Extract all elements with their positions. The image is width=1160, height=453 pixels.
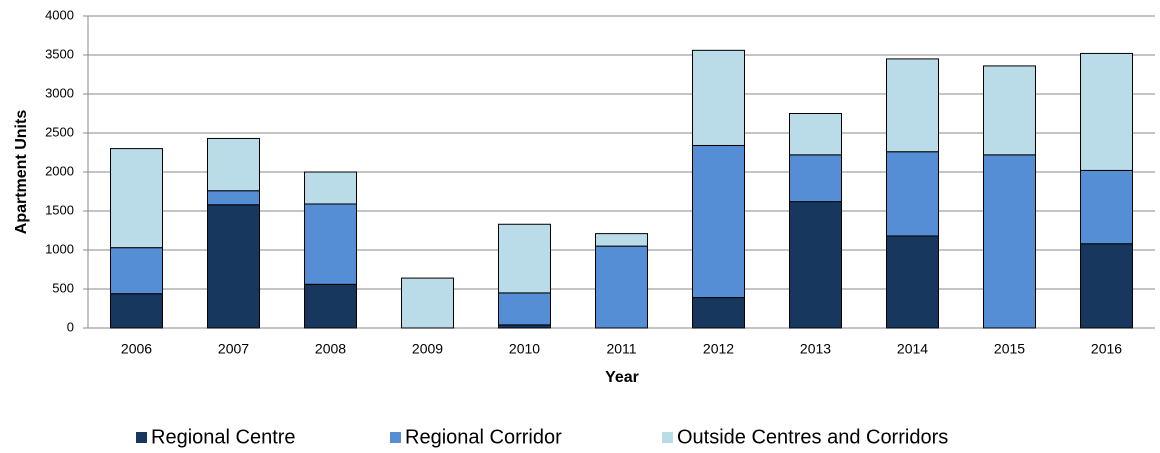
- bar-segment: [789, 154, 842, 203]
- bar-segment: [692, 49, 745, 146]
- bar-segment: [110, 247, 163, 295]
- x-tick-label: 2015: [994, 341, 1025, 357]
- bar-segment: [692, 144, 745, 299]
- bar-segment: [595, 233, 648, 247]
- y-tick-label: 4000: [45, 7, 74, 22]
- x-tick-label: 2010: [509, 341, 540, 357]
- legend-swatch: [662, 432, 673, 443]
- legend-label: Regional Corridor: [405, 426, 562, 448]
- y-tick-label: 2500: [45, 124, 74, 139]
- y-tick-label: 500: [52, 280, 74, 295]
- x-tick-label: 2011: [606, 341, 636, 357]
- bar-segment: [304, 283, 357, 329]
- bar-segment: [304, 171, 357, 205]
- bar-segment: [207, 137, 260, 192]
- bar-segment: [401, 277, 454, 329]
- bar-segment: [207, 190, 260, 206]
- bar-segment: [886, 151, 939, 237]
- x-tick-label: 2014: [897, 341, 928, 357]
- legend-label: Regional Centre: [151, 426, 296, 448]
- y-tick-label: 0: [67, 319, 74, 334]
- bar-segment: [110, 148, 163, 249]
- x-tick-label: 2016: [1091, 341, 1122, 357]
- bar-segment: [886, 235, 939, 329]
- bar-segment: [110, 293, 163, 329]
- bar-segment: [304, 203, 357, 285]
- x-tick-label: 2012: [703, 341, 734, 357]
- y-tick-label: 2000: [45, 163, 74, 178]
- bar-segment: [1080, 169, 1133, 245]
- bar-segment: [886, 58, 939, 153]
- bar-segment: [498, 292, 551, 326]
- y-tick-label: 1000: [45, 241, 74, 256]
- bar-segment: [207, 204, 260, 329]
- bar-segment: [983, 65, 1036, 156]
- y-tick-label: 3500: [45, 46, 74, 61]
- x-tick-label: 2008: [315, 341, 346, 357]
- legend-label: Outside Centres and Corridors: [677, 426, 948, 448]
- bar-segment: [595, 245, 648, 329]
- bar-segment: [692, 297, 745, 329]
- y-tick-label: 1500: [45, 202, 74, 217]
- y-tick-label: 3000: [45, 85, 74, 100]
- bar-segment: [983, 154, 1036, 329]
- bar-segment: [498, 223, 551, 294]
- y-axis-label: Apartment Units: [13, 110, 30, 235]
- legend-swatch: [136, 432, 147, 443]
- x-tick-label: 2013: [800, 341, 831, 357]
- x-tick-label: 2006: [121, 341, 152, 357]
- bar-segment: [1080, 243, 1133, 329]
- bar-segment: [1080, 52, 1133, 171]
- bar-segment: [789, 201, 842, 329]
- bar-segment: [789, 113, 842, 156]
- x-tick-label: 2009: [412, 341, 443, 357]
- legend-swatch: [390, 432, 401, 443]
- x-tick-label: 2007: [218, 341, 249, 357]
- x-axis-label: Year: [605, 369, 639, 386]
